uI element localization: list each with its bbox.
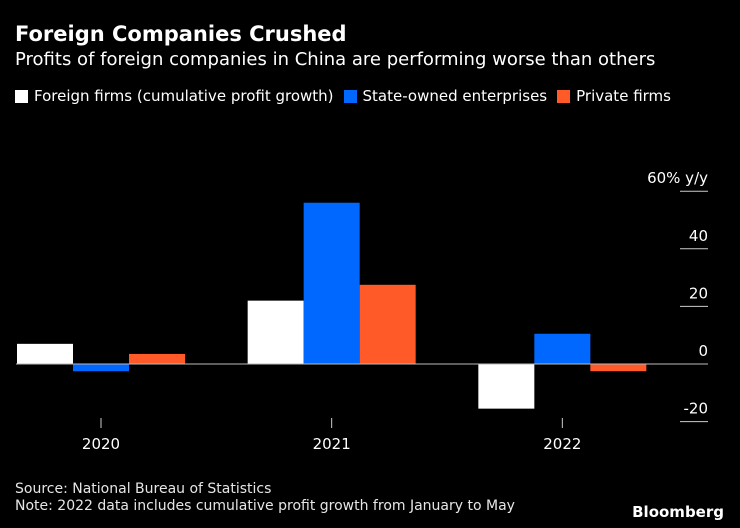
legend: Foreign firms (cumulative profit growth)… (15, 87, 681, 105)
bloomberg-logo: Bloomberg (632, 503, 724, 521)
y-tick-label: 20 (689, 284, 708, 302)
legend-item-state-owned: State-owned enterprises (343, 87, 548, 105)
legend-item-private: Private firms (557, 87, 671, 105)
bar-2022-series-2 (590, 364, 647, 372)
x-tick-label: 2020 (82, 435, 120, 453)
bar-2020-series-0 (17, 343, 73, 364)
bar-2020-series-2 (129, 353, 185, 364)
bar-2021-series-1 (303, 202, 360, 364)
note-text: Note: 2022 data includes cumulative prof… (15, 498, 515, 514)
legend-label-state-owned: State-owned enterprises (362, 87, 548, 105)
x-tick-label: 2022 (543, 435, 581, 453)
chart-subtitle: Profits of foreign companies in China ar… (15, 49, 656, 70)
bar-2021-series-2 (359, 284, 416, 364)
x-tick-label: 2021 (313, 435, 351, 453)
legend-label-private: Private firms (576, 87, 671, 105)
legend-label-foreign: Foreign firms (cumulative profit growth) (34, 87, 334, 105)
y-tick-label: 0 (698, 342, 708, 360)
y-tick-label: -20 (684, 400, 709, 418)
bar-2021-series-0 (247, 300, 304, 364)
y-tick-label: 60% y/y (647, 169, 708, 187)
legend-item-foreign: Foreign firms (cumulative profit growth) (15, 87, 334, 105)
legend-swatch-foreign (15, 89, 28, 103)
legend-swatch-private (557, 89, 571, 103)
bar-2022-series-0 (478, 364, 535, 409)
source-text: Source: National Bureau of Statistics (15, 481, 272, 497)
legend-swatch-state-owned (343, 89, 357, 103)
y-tick-label: 40 (689, 227, 708, 245)
chart-title: Foreign Companies Crushed (15, 22, 347, 46)
bar-2020-series-1 (73, 364, 129, 372)
bar-2022-series-1 (534, 333, 591, 364)
